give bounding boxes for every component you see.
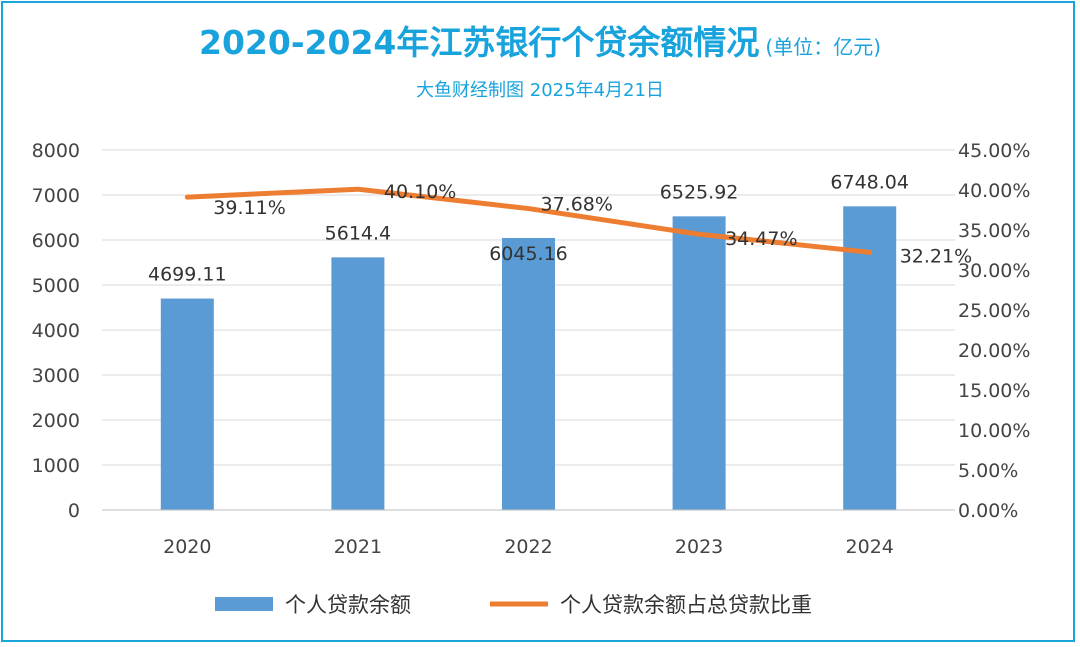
y-right-tick-label: 15.00% <box>958 380 1030 402</box>
line-data-label: 37.68% <box>541 194 613 216</box>
legend-line-label: 个人贷款余额占总贷款比重 <box>560 593 812 617</box>
y-right-tick-label: 0.00% <box>958 500 1018 522</box>
x-tick-label: 2022 <box>504 536 552 558</box>
data-labels: 4699.11 5614.4 6045.16 6525.92 6748.04 39.11%… <box>148 171 972 285</box>
y-right-tick-label: 10.00% <box>958 420 1030 442</box>
y-right-tick-label: 30.00% <box>958 260 1030 282</box>
y-left-tick-label: 1000 <box>32 455 80 477</box>
y-left-tick-label: 8000 <box>32 140 80 162</box>
bar-series <box>160 206 897 510</box>
bar-data-label: 6525.92 <box>660 181 739 203</box>
x-tick-label: 2024 <box>846 536 894 558</box>
y-right-tick-label: 25.00% <box>958 300 1030 322</box>
bar-data-label: 4699.11 <box>148 264 227 286</box>
line-point-2024 <box>867 250 872 255</box>
y-right-tick-label: 40.00% <box>958 180 1030 202</box>
y-left-tick-label: 4000 <box>32 320 80 342</box>
x-tick-label: 2020 <box>163 536 211 558</box>
line-data-label: 39.11% <box>213 197 285 219</box>
x-tick-label: 2023 <box>675 536 723 558</box>
y-right-tick-label: 45.00% <box>958 140 1030 162</box>
chart-title: 2020-2024年江苏银行个贷余额情况 <box>199 23 760 62</box>
bar-2023 <box>672 216 726 510</box>
y-left-tick-label: 2000 <box>32 410 80 432</box>
y-left-tick-label: 7000 <box>32 185 80 207</box>
chart-subtitle: 大鱼财经制图 2025年4月21日 <box>416 80 664 101</box>
bar-data-label: 6045.16 <box>489 243 568 265</box>
line-point-2022 <box>526 206 531 211</box>
line-data-label: 40.10% <box>384 181 456 203</box>
y-right-tick-label: 20.00% <box>958 340 1030 362</box>
bar-2024 <box>843 206 897 510</box>
y-left-tick-label: 6000 <box>32 230 80 252</box>
bar-data-label: 6748.04 <box>830 171 909 193</box>
y-left-tick-label: 3000 <box>32 365 80 387</box>
line-data-label: 32.21% <box>900 245 972 267</box>
x-tick-label: 2021 <box>334 536 382 558</box>
bar-data-label: 5614.4 <box>325 222 391 244</box>
line-point-2023 <box>697 232 702 237</box>
bar-2020 <box>160 298 214 510</box>
legend-bar-swatch <box>215 597 273 611</box>
line-series <box>184 186 873 255</box>
chart-title-row: 2020-2024年江苏银行个贷余额情况 (单位：亿元) <box>0 16 1080 64</box>
legend-bar-label: 个人贷款余额 <box>285 593 411 617</box>
axes: 0 1000 2000 3000 4000 5000 6000 7000 8000 0.00% 5.… <box>32 140 1031 558</box>
legend: 个人贷款余额 个人贷款余额占总贷款比重 <box>215 593 812 617</box>
bar-2022 <box>502 237 555 510</box>
unit-label: (单位：亿元) <box>765 35 881 59</box>
y-right-tick-label: 35.00% <box>958 220 1030 242</box>
line-data-label: 34.47% <box>725 228 797 250</box>
bar-2021 <box>331 257 385 510</box>
line-point-2020 <box>185 195 190 200</box>
y-left-tick-label: 0 <box>68 500 80 522</box>
y-right-tick-label: 5.00% <box>958 460 1018 482</box>
y-left-tick-label: 5000 <box>32 275 80 297</box>
line-point-2021 <box>355 187 360 192</box>
